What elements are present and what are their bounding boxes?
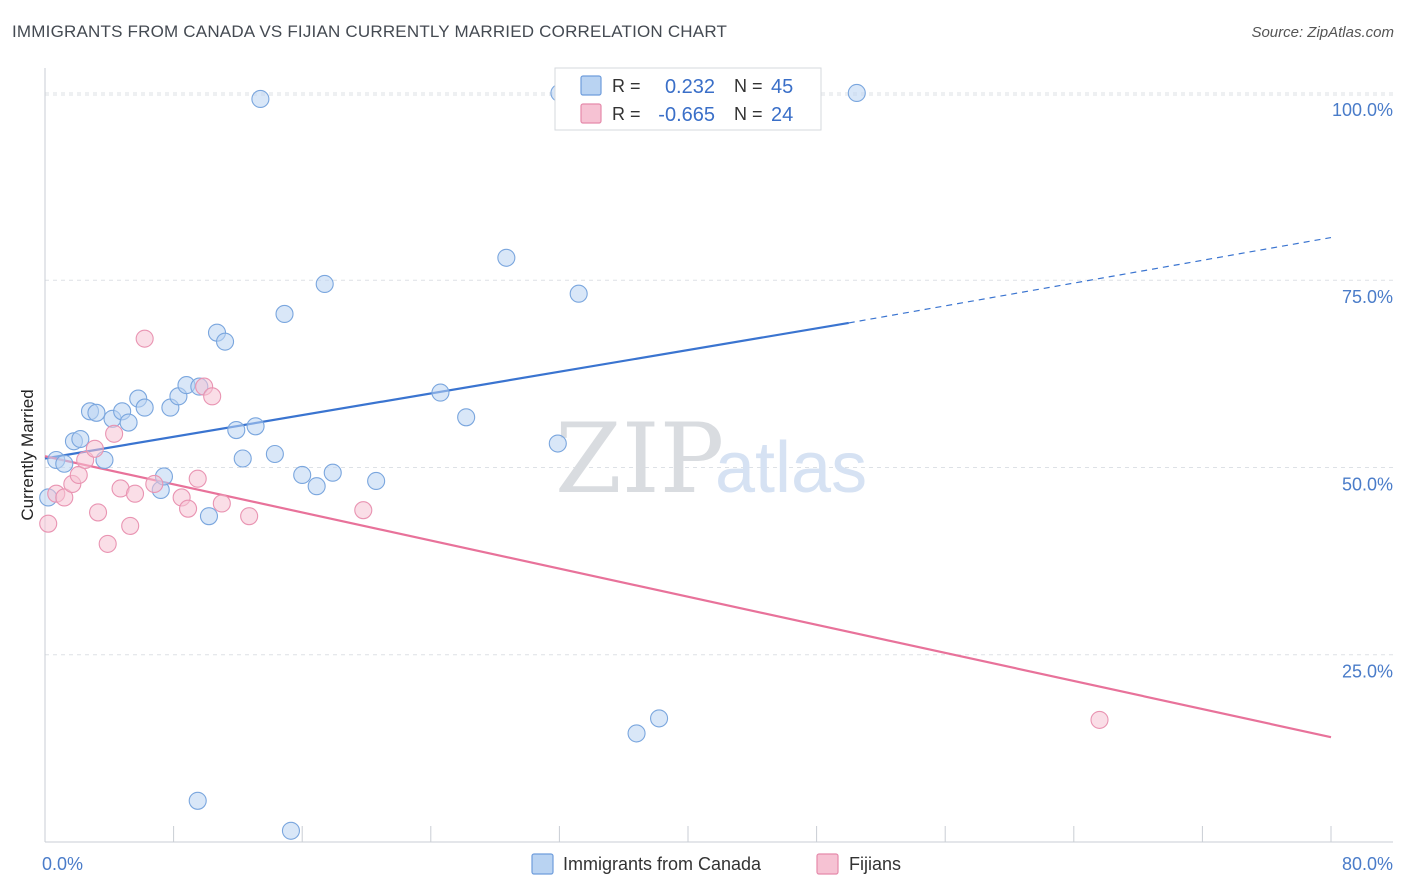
point-canada [457,408,476,427]
x-tick-label-min: 0.0% [42,854,83,874]
point-canada [650,709,669,728]
series-legend: Immigrants from Canada Fijians [531,853,901,875]
point-canada [55,454,74,473]
legend-r-value-canada: 0.232 [665,76,715,98]
point-canada [323,463,342,482]
point-canada [265,444,284,464]
point-fijians [179,499,198,518]
point-canada [215,332,235,351]
y-tick-label: 25.0% [1342,662,1393,682]
axes [44,68,1393,843]
point-canada [315,274,334,294]
watermark-atlas: atlas [715,428,867,508]
point-canada [497,248,516,267]
x-tick-label-max: 80.0% [1342,854,1393,874]
point-canada [569,284,588,303]
legend-swatch-fijians [580,103,602,124]
point-fijians [98,534,117,553]
legend-label-canada: Immigrants from Canada [563,854,762,874]
x-tick-labels: 0.0% 80.0% [42,854,1393,874]
legend-swatch-canada-bottom [531,853,554,875]
legend-r-label-canada: R = [612,76,641,96]
point-canada [71,429,90,449]
legend-swatch-canada [580,75,602,96]
legend-n-label-fijians: N = [734,104,763,124]
point-fijians [69,465,88,485]
point-fijians [121,516,140,535]
point-fijians [203,387,222,406]
trendline-canada-extension [848,236,1332,324]
point-fijians [145,474,164,494]
point-canada [135,398,154,417]
point-fijians [135,329,154,348]
point-canada [87,403,106,422]
point-canada [199,507,219,526]
point-canada [548,434,567,453]
stats-legend: R = 0.232 N = 45 R = -0.665 N = 24 [554,67,822,131]
point-fijians [125,484,145,503]
legend-label-fijians: Fijians [849,854,901,874]
legend-n-label-canada: N = [734,76,763,96]
point-fijians [88,503,108,522]
y-tick-label: 75.0% [1342,287,1393,307]
point-canada [227,420,246,440]
watermark: ZIP atlas [555,403,867,515]
point-canada [847,83,866,103]
point-fijians [212,494,231,513]
y-tick-labels: 25.0% 50.0% 75.0% 100.0% [1332,100,1393,682]
point-fijians [105,424,124,443]
point-fijians [85,439,104,458]
point-fijians [39,514,58,533]
chart-title: IMMIGRANTS FROM CANADA VS FIJIAN CURRENT… [12,22,728,41]
point-canada [275,304,294,323]
legend-r-value-fijians: -0.665 [658,104,715,126]
point-canada [431,383,450,402]
point-canada [251,89,270,109]
y-tick-label: 100.0% [1332,100,1393,120]
point-canada [281,821,300,840]
legend-swatch-fijians-bottom [816,853,839,875]
legend-n-value-canada: 45 [771,76,793,98]
point-canada [246,417,265,436]
legend-n-value-fijians: 24 [771,104,793,126]
legend-r-label-fijians: R = [612,104,641,124]
point-fijians [188,469,207,488]
point-fijians [354,501,373,520]
point-fijians [240,507,259,526]
point-canada [627,724,646,743]
y-tick-label: 50.0% [1342,474,1393,494]
point-canada [188,791,207,810]
source-label: Source: ZipAtlas.com [1251,24,1394,41]
point-canada [233,449,252,468]
point-canada [367,471,386,491]
point-fijians [55,488,74,507]
point-canada [119,413,138,432]
watermark-zip: ZIP [555,403,724,515]
point-canada [293,465,312,485]
trendline-fijians [44,455,1332,739]
grid-lines [45,92,1393,656]
point-canada [307,477,326,496]
point-fijians [1090,710,1109,729]
